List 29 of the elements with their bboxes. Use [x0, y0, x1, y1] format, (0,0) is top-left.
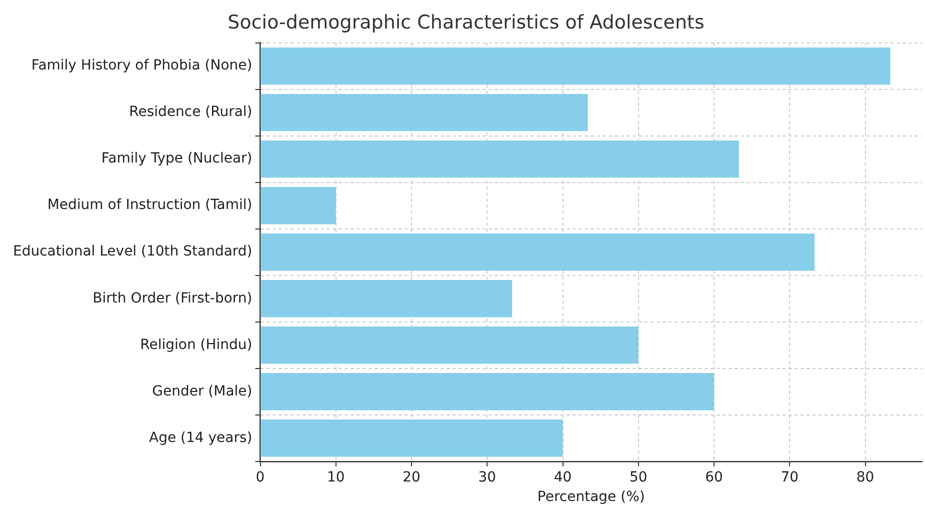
y-tick-label: Educational Level (10th Standard) [13, 244, 252, 260]
x-tick-label: 40 [554, 469, 572, 486]
x-tick-label: 70 [780, 469, 799, 486]
y-tick-label: Family History of Phobia (None) [31, 58, 252, 74]
bar [260, 233, 815, 271]
x-tick-label: 0 [256, 469, 265, 486]
y-tick-label: Gender (Male) [152, 383, 252, 400]
x-axis-title: Percentage (%) [537, 489, 645, 506]
x-tick-label: 50 [629, 469, 648, 486]
bar [260, 94, 588, 132]
x-tick-label: 60 [705, 469, 723, 486]
y-tick-label: Age (14 years) [149, 430, 252, 446]
x-tick-label: 80 [856, 469, 874, 486]
x-tick-label: 30 [478, 469, 496, 486]
y-tick-label: Medium of Instruction (Tamil) [47, 197, 252, 214]
y-tick-label: Birth Order (First-born) [92, 290, 252, 306]
bar [260, 373, 714, 410]
bar [260, 47, 890, 85]
bar [260, 280, 512, 318]
bar [260, 326, 638, 364]
y-tick-label: Religion (Hindu) [140, 336, 252, 353]
bar [260, 420, 563, 457]
y-tick-label: Family Type (Nuclear) [101, 150, 252, 167]
x-tick-label: 10 [326, 469, 345, 486]
y-tick-label: Residence (Rural) [129, 104, 252, 120]
chart-title: Socio-demographic Characteristics of Adolescents [228, 11, 704, 34]
x-tick-label: 20 [402, 469, 420, 486]
bar [260, 140, 739, 178]
bar [260, 186, 336, 224]
